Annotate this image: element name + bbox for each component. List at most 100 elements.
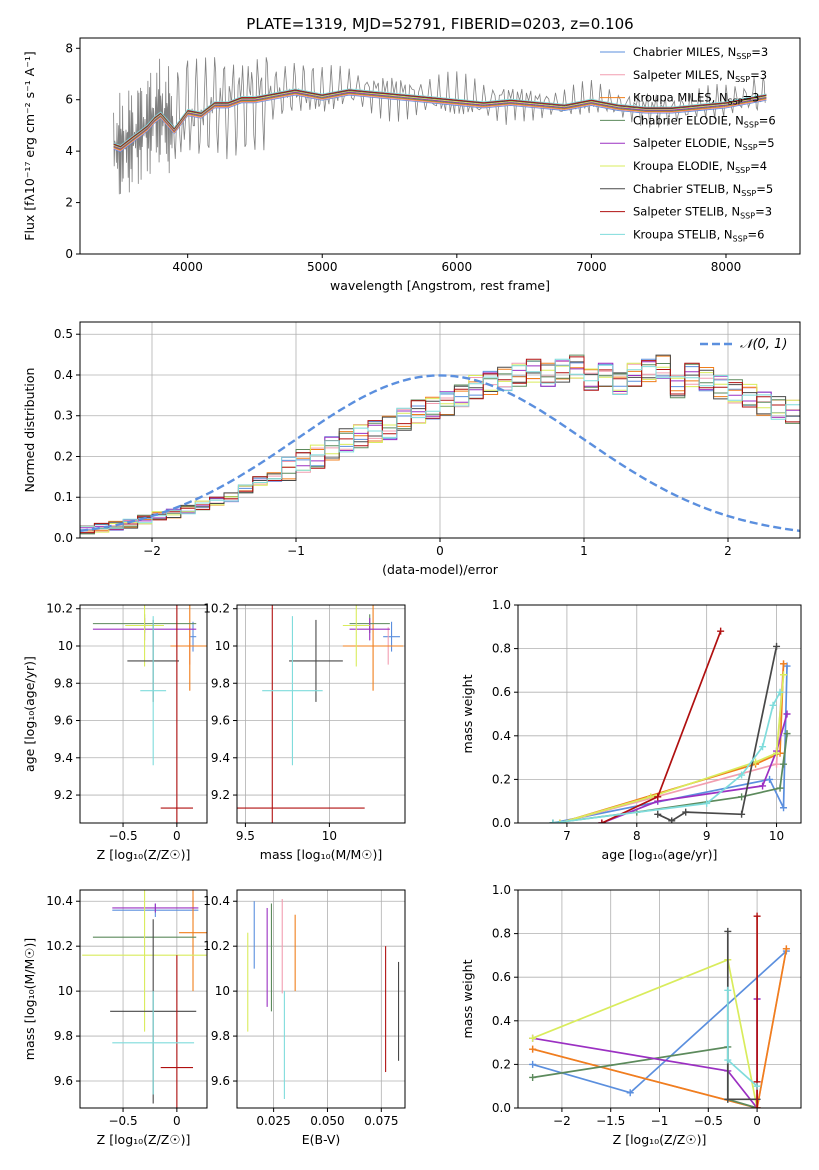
weight-marker [703, 799, 711, 807]
legend-label: Chabrier STELIB, NSSP=5 [633, 182, 773, 198]
y-tick-label: 9.8 [54, 676, 73, 690]
y-tick-label: 9.6 [54, 1074, 73, 1088]
y-tick-label: 10.2 [203, 939, 230, 953]
age-vs-mass-plot: 9.5 10 9.2 9.4 9.6 9.8 10 10.2 mass [log₁₀(M/M☉)… [203, 602, 406, 862]
error-bars [237, 605, 404, 823]
y-tick-label: 0.4 [492, 729, 511, 743]
y-tick-label: 10.2 [203, 602, 230, 616]
x-axis-label: age [log₁₀(age/yr)] [602, 847, 718, 862]
y-tick-label: 9.6 [211, 714, 230, 728]
weight-vs-age-plot: 7 8 9 10 0.0 0.2 0.4 0.6 0.8 1.0 age [log₁₀(age/yr… [460, 598, 802, 862]
weight-marker [783, 730, 791, 738]
weight-marker [780, 804, 788, 812]
axes-frame [236, 889, 406, 1109]
residual-histogram-plot: 𝒩(0, 1) −2 −1 0 1 2 0.0 0.1 0.2 0.3 0.4 0.5 (data-mo… [22, 321, 801, 577]
x-tick-label: 8000 [711, 260, 742, 274]
x-tick-label: 5000 [307, 260, 338, 274]
model-spectrum-line [113, 89, 767, 147]
y-axis-label: mass [log₁₀(M/M☉)] [22, 938, 37, 1060]
error-bars [92, 605, 207, 823]
weight-marker [654, 810, 662, 818]
x-tick-label: −1 [287, 544, 305, 558]
spectrum-traces [113, 57, 767, 195]
weight-marker [717, 627, 725, 635]
weight-marker [780, 660, 788, 668]
y-tick-label: 10.4 [203, 894, 230, 908]
weight-marker [773, 642, 781, 650]
x-tick-label: −2 [143, 544, 161, 558]
y-tick-label: 0.8 [492, 927, 511, 941]
weight-marker [753, 1082, 761, 1090]
y-tick-label: 0.2 [492, 772, 511, 786]
y-tick-label: 9.6 [211, 1074, 230, 1088]
model-spectrum-line [113, 92, 767, 150]
x-tick-label: −0.5 [108, 1114, 137, 1128]
weight-marker [766, 775, 774, 783]
weight-marker [724, 927, 732, 935]
error-bars [247, 898, 400, 1100]
y-tick-label: 9.4 [211, 751, 230, 765]
y-tick-label: 9.2 [54, 788, 73, 802]
y-tick-label: 0.6 [492, 685, 511, 699]
weight-marker [780, 671, 788, 679]
x-axis-label: (data-model)/error [382, 562, 499, 577]
y-tick-label: 9.8 [54, 1029, 73, 1043]
y-tick-label: 9.8 [211, 1029, 230, 1043]
legend-label: Salpeter ELODIE, NSSP=5 [633, 136, 775, 152]
x-axis-label: mass [log₁₀(M/M☉)] [260, 847, 382, 862]
x-axis-label: Z [log₁₀(Z/Z☉)] [97, 1132, 191, 1147]
x-tick-label: −2 [553, 1114, 571, 1128]
y-tick-label: 2 [65, 196, 73, 210]
x-tick-label: 1 [580, 544, 588, 558]
weight-marker [738, 810, 746, 818]
weight-marker [780, 760, 788, 768]
model-spectrum-line [113, 94, 767, 153]
legend-label: Chabrier MILES, NSSP=3 [633, 45, 768, 61]
x-axis-label: Z [log₁₀(Z/Z☉)] [613, 1132, 707, 1147]
model-spectrum-line [113, 91, 767, 150]
y-axis-label: Flux [fλ10⁻¹⁷ erg cm⁻² s⁻¹ A⁻¹] [22, 51, 37, 240]
x-tick-label: −1.5 [596, 1114, 625, 1128]
weight-marker [782, 945, 790, 953]
y-tick-label: 10 [215, 639, 230, 653]
weight-marker [753, 1104, 761, 1108]
weight-marker [724, 1095, 732, 1103]
x-tick-label: 10 [322, 829, 337, 843]
histogram-series [80, 354, 800, 535]
x-tick-label: −0.5 [694, 1114, 723, 1128]
y-tick-label: 0.8 [492, 642, 511, 656]
x-tick-label: 4000 [172, 260, 203, 274]
weight-marker [682, 808, 690, 816]
axes-frame [79, 889, 208, 1109]
y-tick-label: 4 [65, 144, 73, 158]
weight-marker [549, 819, 557, 823]
weight-lines [529, 912, 790, 1108]
mass-vs-extinction-plot: 0.025 0.050 0.075 9.6 9.8 10 10.2 10.4 E(B-V) [203, 889, 406, 1147]
x-tick-label: −1 [651, 1114, 669, 1128]
legend-label: Kroupa ELODIE, NSSP=4 [633, 159, 767, 175]
legend-label: Chabrier ELODIE, NSSP=6 [633, 113, 776, 129]
y-tick-label: 10 [58, 639, 73, 653]
weight-marker [556, 819, 564, 823]
y-tick-label: 0.2 [492, 1057, 511, 1071]
y-tick-label: 0.4 [492, 1014, 511, 1028]
weight-marker [529, 1045, 537, 1053]
y-tick-label: 0 [65, 247, 73, 261]
y-tick-label: 0.0 [54, 531, 73, 545]
weight-marker [773, 749, 781, 757]
weight-marker [724, 986, 732, 994]
weight-marker [598, 819, 606, 823]
histogram-series [80, 358, 800, 530]
y-tick-label: 0.5 [54, 327, 73, 341]
spectrum-title: PLATE=1319, MJD=52791, FIBERID=0203, z=0… [246, 15, 633, 33]
error-bars [82, 890, 207, 1108]
axes-frame [79, 37, 801, 255]
x-tick-label: 0 [173, 1114, 181, 1128]
axes-frame [79, 604, 208, 824]
weight-marker [529, 1073, 537, 1081]
x-axis-label: E(B-V) [302, 1132, 341, 1147]
y-axis-label: mass weight [460, 674, 475, 753]
x-tick-label: 9 [703, 829, 711, 843]
y-axis-label: mass weight [460, 959, 475, 1038]
